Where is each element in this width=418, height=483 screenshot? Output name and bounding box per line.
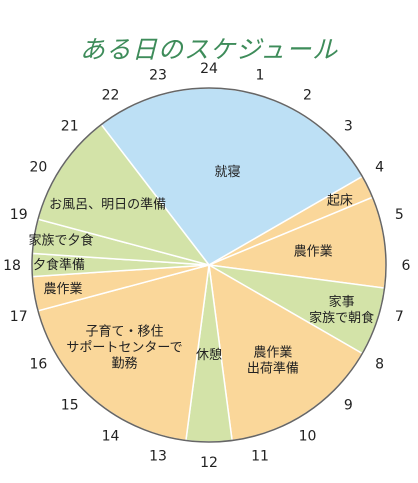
hour-tick-label: 24 xyxy=(200,61,218,77)
slice-label: 就寝 xyxy=(214,164,240,180)
hour-tick-label: 19 xyxy=(10,207,28,223)
slice-label: 農作業 xyxy=(43,281,82,297)
hour-tick-label: 16 xyxy=(29,357,47,373)
hour-tick-label: 8 xyxy=(375,357,384,373)
chart-title: ある日のスケジュール xyxy=(79,35,339,64)
hour-tick-label: 7 xyxy=(395,309,404,325)
hour-tick-label: 4 xyxy=(375,160,384,176)
hour-tick-label: 23 xyxy=(149,68,167,84)
hour-tick-label: 5 xyxy=(395,207,404,223)
hour-tick-label: 22 xyxy=(102,87,120,103)
slice-label: 家事家族で朝食 xyxy=(309,294,374,326)
hour-tick-label: 20 xyxy=(29,160,47,176)
hour-tick-label: 13 xyxy=(149,448,167,464)
slice-label: 起床 xyxy=(327,193,353,208)
slice-label: 子育て・移住サポートセンターで勤務 xyxy=(66,323,182,371)
hour-tick-label: 9 xyxy=(344,397,353,413)
hour-tick-label: 11 xyxy=(251,448,269,464)
hour-tick-label: 6 xyxy=(402,258,411,274)
slice-label: 休憩 xyxy=(196,347,222,363)
hour-tick-label: 17 xyxy=(10,309,28,325)
hour-tick-label: 18 xyxy=(3,258,21,274)
hour-tick-label: 12 xyxy=(200,455,218,471)
hour-tick-label: 15 xyxy=(61,397,79,413)
hour-tick-label: 2 xyxy=(303,87,312,103)
slice-label: 農作業出荷準備 xyxy=(247,345,299,377)
hour-tick-label: 10 xyxy=(299,429,317,445)
slice-label: 夕食準備 xyxy=(33,257,85,273)
slice-label: 農作業 xyxy=(294,243,333,259)
hour-tick-label: 3 xyxy=(344,119,353,135)
hour-tick-label: 1 xyxy=(256,68,265,84)
slice-label: お風呂、明日の準備 xyxy=(49,197,166,213)
pie-outline xyxy=(31,87,387,443)
slice-label: 家族で夕食 xyxy=(28,233,93,249)
hour-tick-label: 14 xyxy=(102,429,120,445)
hour-tick-label: 21 xyxy=(61,119,79,135)
